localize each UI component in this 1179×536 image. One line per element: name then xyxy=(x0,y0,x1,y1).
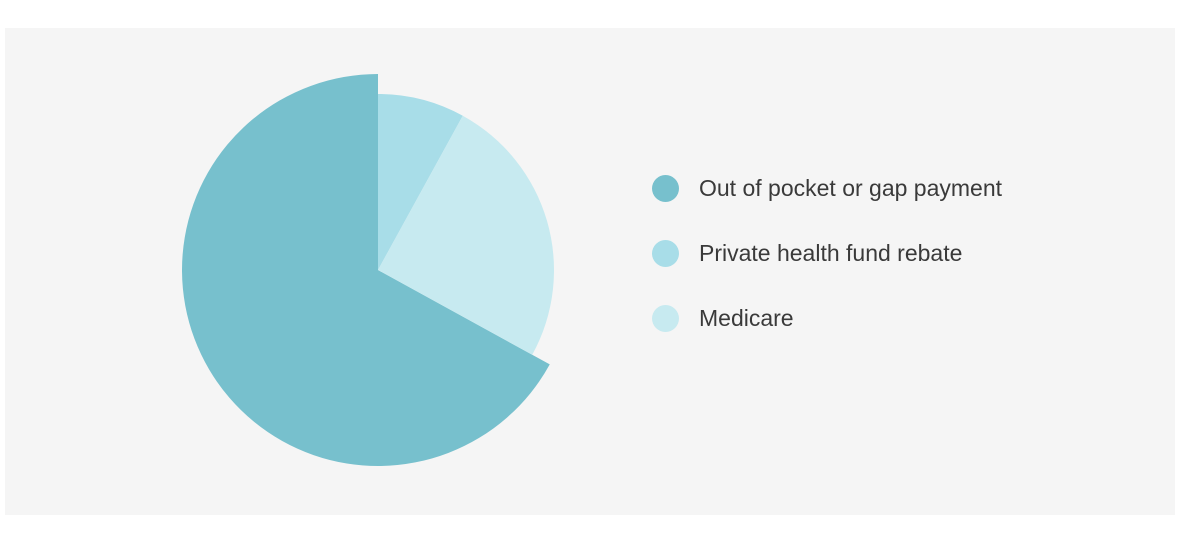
legend: Out of pocket or gap payment Private hea… xyxy=(652,170,1002,365)
legend-item-medicare: Medicare xyxy=(652,300,1002,365)
pie-slices xyxy=(181,74,555,466)
pie-slice-private-health-fund xyxy=(378,94,463,270)
legend-label-out-of-pocket: Out of pocket or gap payment xyxy=(699,175,1003,201)
legend-item-out-of-pocket: Out of pocket or gap payment xyxy=(652,170,1002,235)
legend-swatch-private-health-fund xyxy=(652,240,679,267)
legend-label-medicare: Medicare xyxy=(699,305,794,331)
legend-swatch-medicare xyxy=(652,305,679,332)
legend-swatch-out-of-pocket xyxy=(652,175,679,202)
pie-slice-medicare xyxy=(378,115,555,355)
legend-item-private-health-fund: Private health fund rebate xyxy=(652,235,1002,300)
pie-slice-out-of-pocket xyxy=(181,74,550,466)
legend-label-private-health-fund: Private health fund rebate xyxy=(699,240,963,266)
